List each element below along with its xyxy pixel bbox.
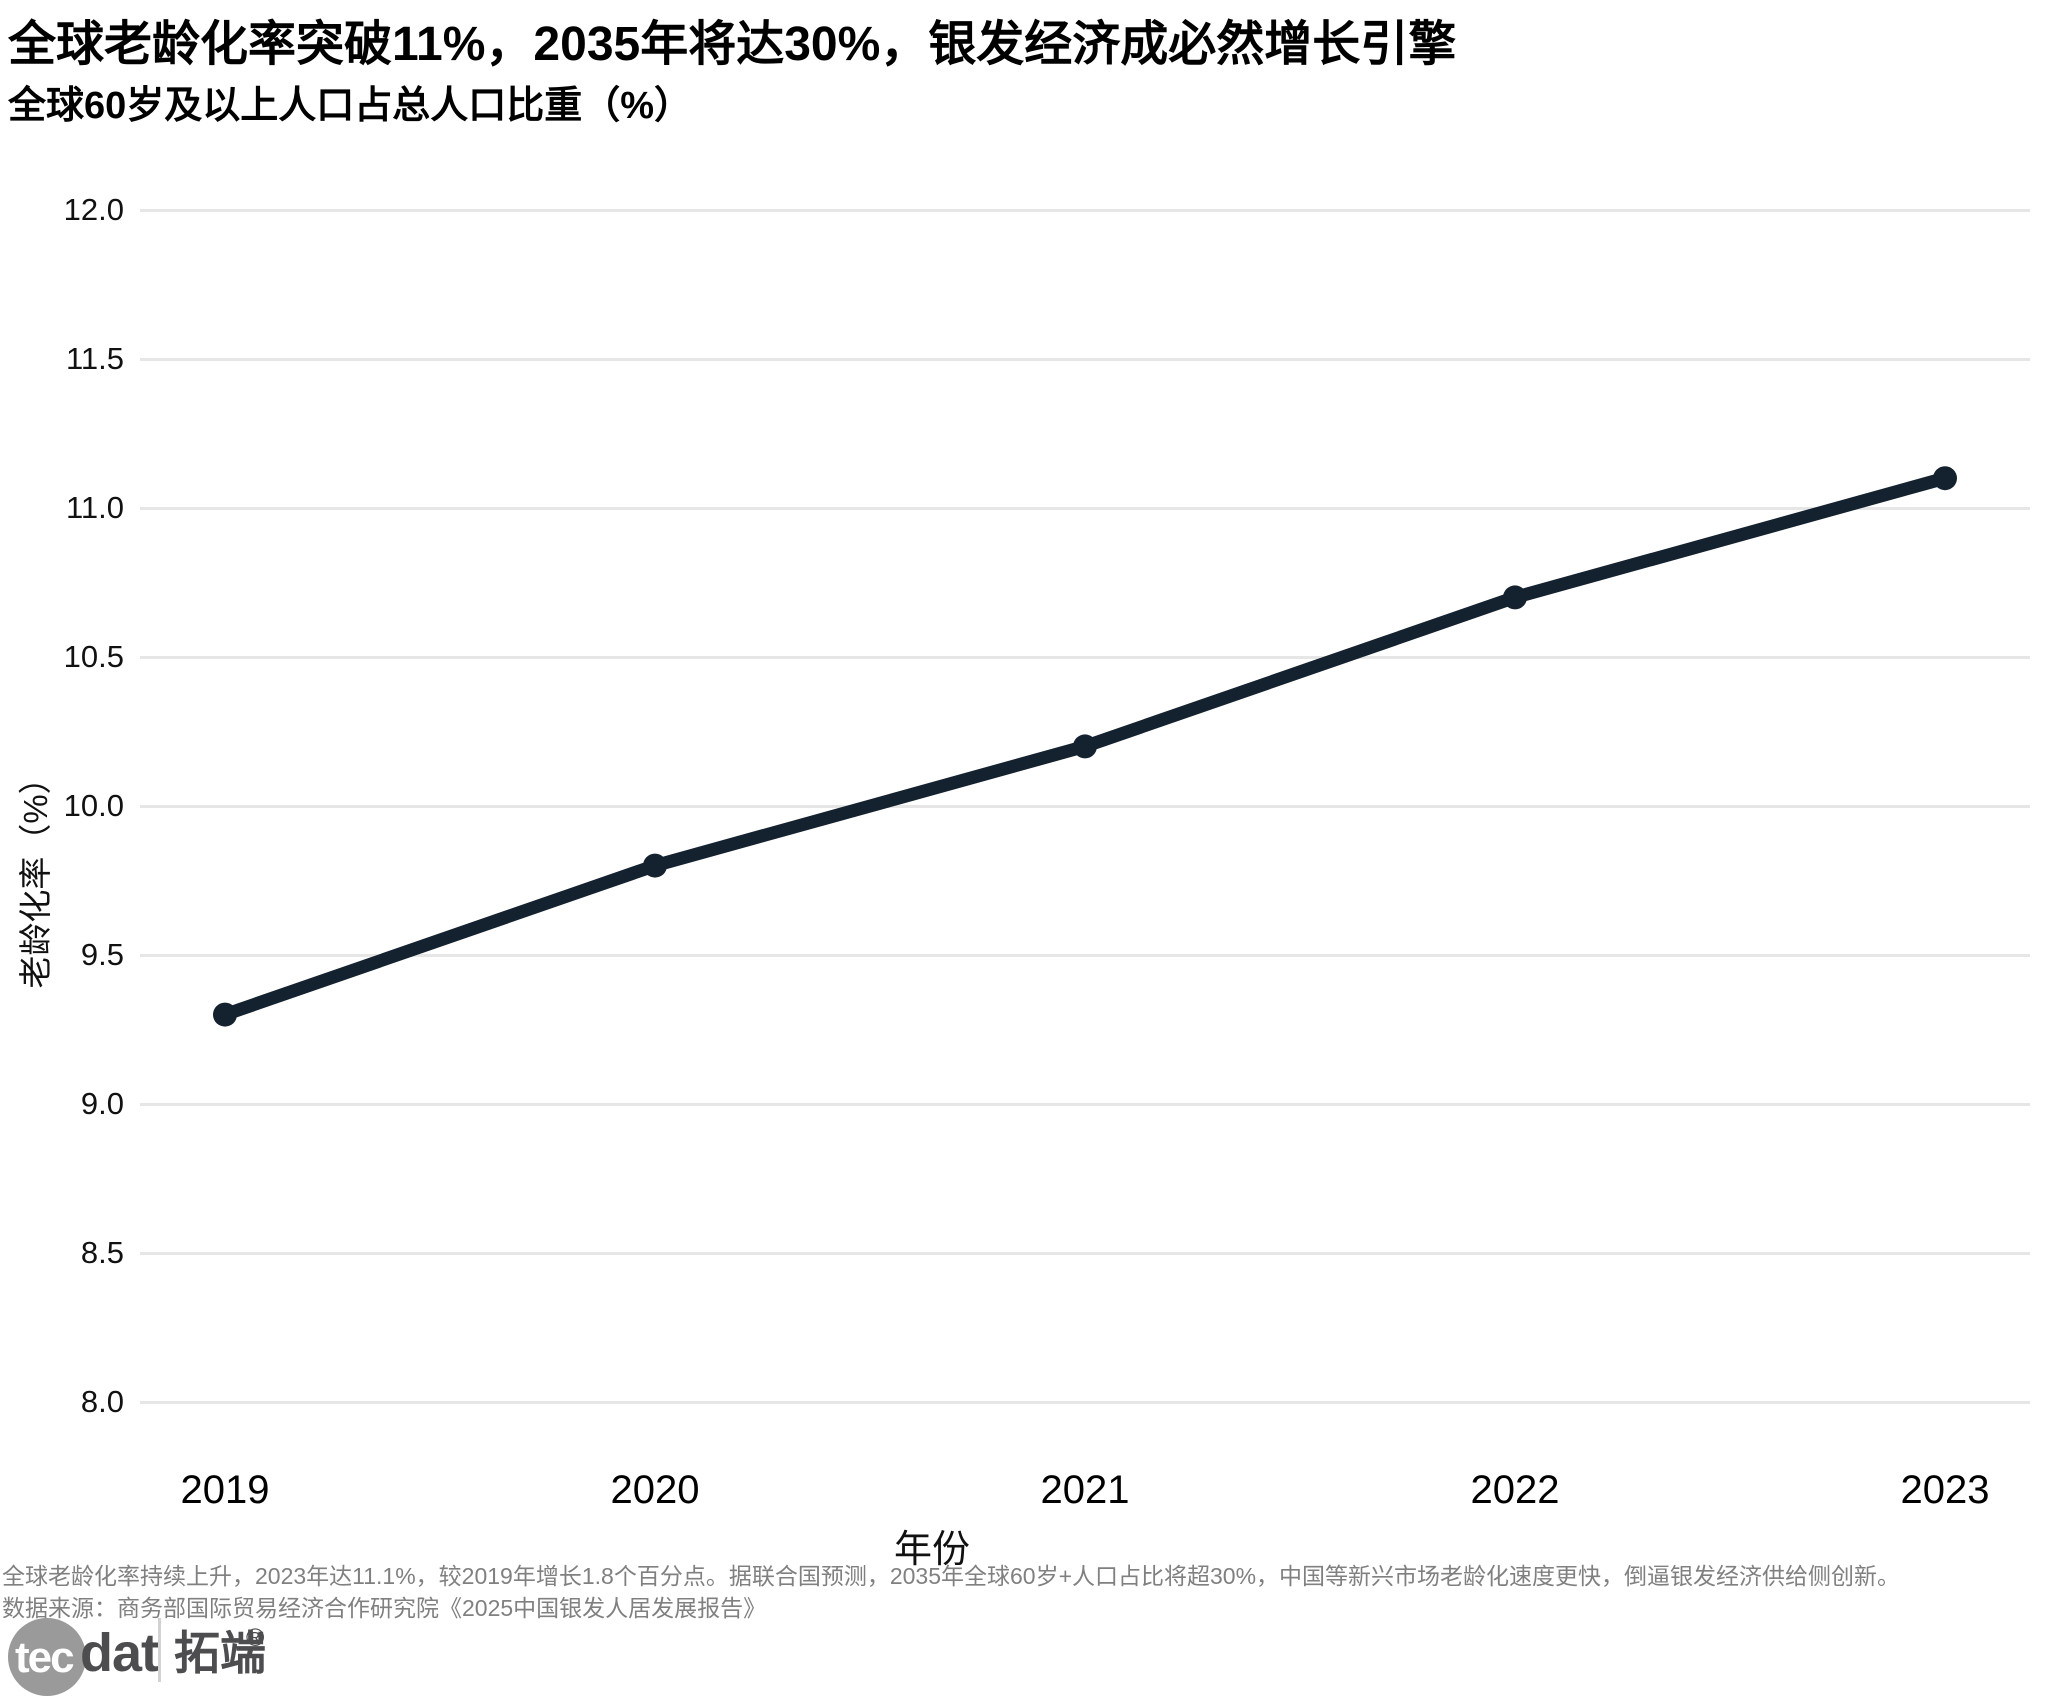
gridline [140, 655, 2030, 659]
data-point [1073, 734, 1097, 759]
gridline [140, 357, 2030, 361]
gridline [140, 804, 2030, 808]
x-axis-title: 年份 [893, 1529, 971, 1571]
footnote-line-1: 全球老龄化率持续上升，2023年达11.1%，较2019年增长1.8个百分点。据… [2, 1563, 1901, 1589]
footnote-line-2: 数据来源：商务部国际贸易经济合作研究院《2025中国银发人居发展报告》 [2, 1595, 767, 1621]
y-tick-label: 10.5 [63, 639, 124, 674]
data-point [1503, 585, 1527, 610]
gridline [140, 1251, 2030, 1255]
chart-subtitle: 全球60岁及以上人口占总人口比重（%） [8, 85, 693, 127]
gridline [140, 953, 2030, 957]
x-tick-label: 2019 [180, 1468, 270, 1512]
logo-tec-text: tec [15, 1633, 75, 1682]
y-axis-title: 老龄化率（%） [17, 761, 54, 989]
gridline [140, 1400, 2030, 1404]
y-tick-label: 10.0 [63, 788, 124, 823]
data-point [213, 1002, 237, 1027]
tecdat-logo: tec dat 拓端 ® [8, 1616, 308, 1698]
data-point [643, 853, 667, 878]
x-tick-label: 2022 [1470, 1468, 1560, 1512]
logo-dat-text: dat [80, 1623, 159, 1683]
gridline [140, 506, 2030, 510]
x-tick-label: 2021 [1040, 1468, 1130, 1512]
y-tick-label: 8.5 [80, 1235, 124, 1270]
page-title: 全球老龄化率突破11%，2035年将达30%，银发经济成必然增长引擎 [8, 18, 1457, 71]
data-point [1933, 466, 1957, 491]
y-tick-label: 11.0 [65, 490, 124, 525]
x-tick-label: 2023 [1900, 1468, 1990, 1512]
logo-divider [158, 1618, 161, 1682]
y-tick-label: 12.0 [63, 192, 124, 227]
logo-circle-icon [8, 1618, 86, 1696]
footnote: 全球老龄化率持续上升，2023年达11.1%，较2019年增长1.8个百分点。据… [2, 1560, 1900, 1624]
x-tick-label: 2020 [610, 1468, 700, 1512]
logo-cn-text: 拓端 [174, 1627, 266, 1679]
y-tick-label: 9.5 [80, 937, 124, 972]
logo-registered-mark: ® [246, 1624, 265, 1652]
y-tick-label: 9.0 [80, 1086, 124, 1121]
gridline [140, 1102, 2030, 1106]
y-tick-label: 8.0 [80, 1384, 124, 1419]
gridline [140, 208, 2030, 212]
y-tick-label: 11.5 [65, 341, 124, 376]
